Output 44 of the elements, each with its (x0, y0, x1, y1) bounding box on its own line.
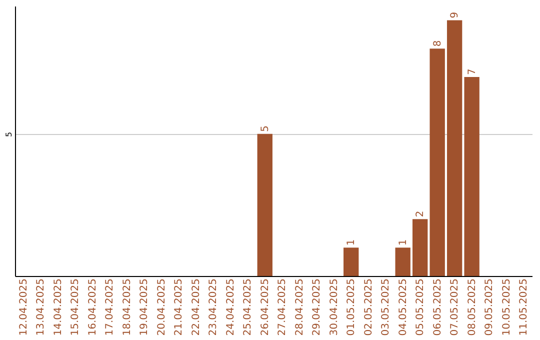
x-tick-label: 08.05.2025 (466, 278, 478, 336)
x-tick-label: 04.05.2025 (398, 278, 409, 336)
data-label: 8 (432, 40, 444, 47)
bar (344, 248, 359, 276)
x-tick-label: 06.05.2025 (432, 278, 444, 336)
x-tick-label: 10.05.2025 (501, 278, 512, 336)
bar (464, 77, 480, 276)
x-tick-label: 24.04.2025 (225, 278, 236, 336)
x-tick-label: 25.04.2025 (242, 278, 254, 336)
x-tick-label: 13.04.2025 (36, 278, 47, 336)
data-label: 1 (398, 239, 409, 246)
x-tick-label: 22.04.2025 (190, 278, 202, 336)
x-tick-label: 28.04.2025 (294, 278, 306, 336)
data-label: 9 (450, 12, 461, 18)
x-tick-label: 17.04.2025 (104, 278, 116, 336)
x-tick-label: 18.04.2025 (122, 278, 133, 336)
x-tick-label: 09.05.2025 (484, 278, 496, 336)
x-tick-label: 07.05.2025 (450, 278, 461, 336)
x-tick-label: 23.04.2025 (208, 278, 220, 336)
bar (446, 20, 462, 276)
x-tick-label: 27.04.2025 (277, 278, 288, 336)
x-tick-label: 16.04.2025 (87, 278, 98, 336)
bar (412, 219, 428, 276)
data-label: 1 (346, 239, 358, 246)
data-label: 7 (466, 68, 478, 76)
x-tick-label: 05.05.2025 (415, 278, 426, 336)
x-tick-label: 26.04.2025 (260, 278, 271, 336)
x-tick-label: 02.05.2025 (363, 278, 374, 336)
x-tick-label: 12.04.2025 (18, 278, 30, 336)
bar (430, 48, 445, 276)
x-tick-label: 29.04.2025 (312, 278, 323, 336)
data-label: 2 (415, 210, 426, 218)
x-tick-label: 14.04.2025 (52, 278, 64, 336)
bar (395, 248, 410, 276)
x-tick-label: 30.04.2025 (328, 278, 340, 336)
x-tick-label: 01.05.2025 (346, 278, 358, 336)
x-tick-label: 20.04.2025 (156, 278, 168, 336)
x-tick-label: 11.05.2025 (518, 278, 530, 336)
x-tick-label: 19.04.2025 (139, 278, 150, 336)
x-tick-label: 21.04.2025 (174, 278, 185, 336)
bar (257, 134, 272, 276)
data-label: 5 (260, 126, 271, 132)
x-tick-label: 15.04.2025 (70, 278, 82, 336)
x-tick-label: 03.05.2025 (380, 278, 392, 336)
